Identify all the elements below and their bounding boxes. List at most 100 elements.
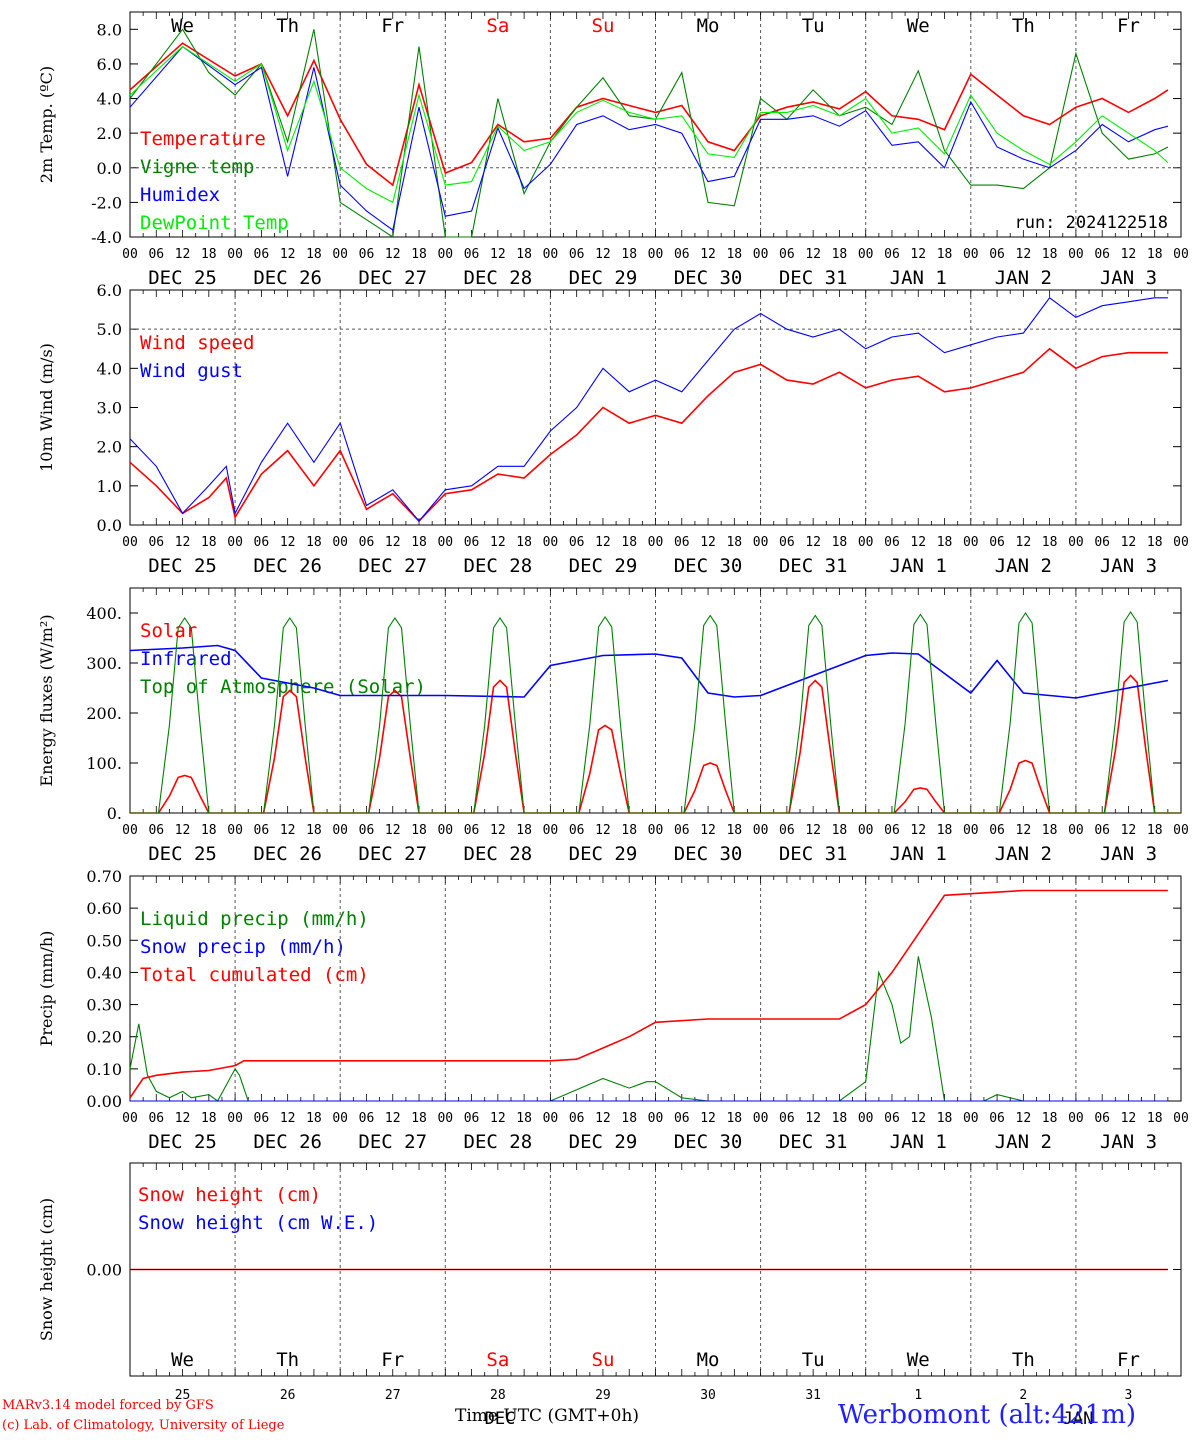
y-tick-label: 0.10 [86,1060,122,1079]
hour-label: 00 [648,247,664,262]
hour-label: 06 [674,535,690,550]
hour-label: 00 [227,823,243,838]
y-tick-label: 5.0 [97,320,122,339]
hour-label: 18 [621,1111,637,1126]
hour-label: 18 [937,823,953,838]
legend-entry: DewPoint Temp [140,212,289,234]
hour-label: 06 [1094,247,1110,262]
date-label: JAN 2 [995,555,1052,577]
station-title: Werbomont (alt:421m) [838,1400,1137,1430]
hour-label: 00 [1173,1111,1189,1126]
hour-label: 06 [884,1111,900,1126]
hour-label: 06 [254,1111,270,1126]
day-number-label: 28 [490,1388,506,1403]
hour-label: 06 [569,823,585,838]
hour-label: 06 [989,247,1005,262]
hour-label: 00 [963,247,979,262]
hour-label: 12 [385,247,401,262]
series-line-total-cumulated-cm- [129,889,1168,1099]
date-label: DEC 29 [569,843,638,865]
weekday-label: Su [592,1349,615,1371]
hour-label: 12 [175,247,191,262]
y-axis-label: 10m Wind (m/s) [37,343,56,472]
hour-label: 12 [280,1111,296,1126]
hour-label: 12 [1121,247,1137,262]
day-number-label: 1 [914,1388,922,1403]
date-label: DEC 26 [253,843,322,865]
y-axis-label: Precip (mm/h) [37,931,56,1047]
hour-label: 06 [674,1111,690,1126]
y-tick-label: 200. [86,704,122,723]
series-line-top-of-atmosphere-solar- [130,610,1181,814]
series-line-humidex [129,45,1169,232]
weekday-label: Sa [486,15,509,37]
y-tick-label: 0.20 [86,1028,122,1047]
hour-label: 06 [464,247,480,262]
hour-label: 12 [1016,823,1032,838]
date-label: DEC 29 [569,267,638,289]
hour-label: 00 [858,823,874,838]
hour-label: 00 [1068,823,1084,838]
y-tick-label: -2.0 [91,193,122,212]
hour-label: 18 [306,1111,322,1126]
hour-label: 06 [884,247,900,262]
hour-label: 12 [280,823,296,838]
hour-label: 18 [1042,823,1058,838]
hour-label: 18 [306,823,322,838]
hour-label: 12 [490,1111,506,1126]
hour-label: 12 [490,535,506,550]
y-tick-label: 6.0 [97,281,122,300]
date-label: JAN 2 [995,843,1052,865]
hour-label: 06 [1094,535,1110,550]
hour-label: 12 [805,535,821,550]
hour-label: 18 [1147,535,1163,550]
hour-label: 18 [516,535,532,550]
legend-entry: Temperature [140,128,266,150]
day-number-label: 30 [700,1388,716,1403]
y-tick-label: 0. [107,804,122,823]
hour-label: 18 [411,1111,427,1126]
hour-label: 06 [148,535,164,550]
hour-label: 18 [621,535,637,550]
legend-entry: Vigne temp [140,156,254,178]
hour-label: 12 [700,1111,716,1126]
hour-label: 06 [464,823,480,838]
weekday-label: Sa [486,1349,509,1371]
hour-label: 00 [1173,823,1189,838]
day-number-label: 2 [1019,1388,1027,1403]
y-tick-label: 4.0 [97,90,122,109]
series-line-wind-speed [129,347,1168,523]
hour-label: 18 [937,1111,953,1126]
hour-label: 00 [437,1111,453,1126]
date-label: JAN 1 [890,1131,947,1153]
date-label: DEC 28 [464,555,533,577]
weekday-label: Mo [697,1349,720,1371]
legend-entry: Wind speed [140,332,254,354]
series-line-vigne-temp [129,28,1169,238]
hour-label: 12 [1016,1111,1032,1126]
hour-label: 18 [201,1111,217,1126]
hour-label: 18 [832,1111,848,1126]
date-label: DEC 25 [148,843,217,865]
weekday-label: Th [276,15,299,37]
hour-label: 06 [569,535,585,550]
hour-label: 18 [621,823,637,838]
y-tick-label: 0.0 [97,516,122,535]
hour-label: 12 [1121,535,1137,550]
hour-label: 00 [963,823,979,838]
hour-label: 12 [1121,1111,1137,1126]
y-tick-label: 0.60 [86,899,122,918]
hour-label: 06 [464,1111,480,1126]
y-tick-label: 400. [86,604,122,623]
hour-label: 12 [805,823,821,838]
hour-label: 06 [1094,1111,1110,1126]
hour-label: 18 [1147,823,1163,838]
hour-label: 06 [359,823,375,838]
date-label: DEC 30 [674,843,743,865]
hour-label: 18 [411,247,427,262]
hour-label: 00 [963,535,979,550]
date-label: JAN 3 [1100,555,1157,577]
legend-entry: Liquid precip (mm/h) [140,908,369,930]
hour-label: 00 [648,1111,664,1126]
hour-label: 18 [201,247,217,262]
